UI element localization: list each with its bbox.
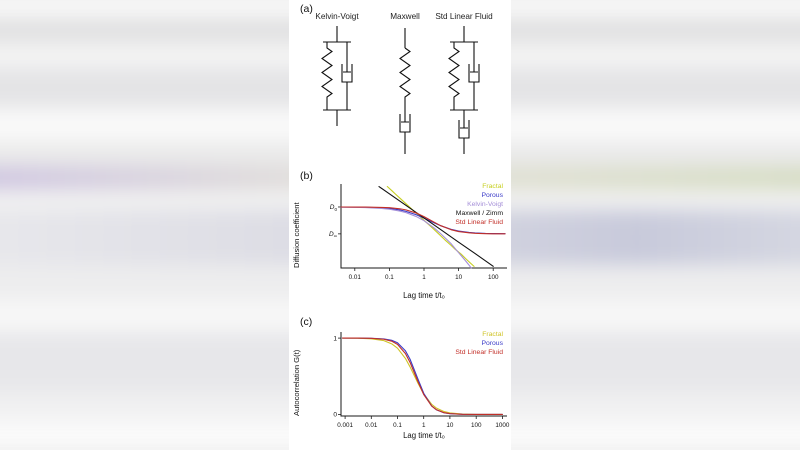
mechanical-models-diagram [321, 26, 480, 154]
model-label-kelvin-voigt: Kelvin-Voigt [315, 12, 359, 21]
chart-b-plot: 0.01 0.1 1 10 100 D0 D∞ [329, 184, 507, 281]
x-tick-label: 0.001 [337, 422, 353, 429]
dashpot-icon [399, 100, 411, 154]
legend-item-std-linear-fluid: Std Linear Fluid [455, 218, 503, 226]
x-tick-label: 10 [446, 422, 454, 429]
x-tick-label: 100 [488, 274, 499, 281]
panel-a-label: (a) [300, 3, 313, 15]
maxwell-diagram [399, 28, 411, 154]
spring-icon [448, 42, 460, 110]
legend-item-std-linear-fluid: Std Linear Fluid [455, 348, 503, 356]
chart-c-xlabel: Lag time t/t₀ [403, 431, 445, 440]
legend-item-porous: Porous [481, 339, 503, 347]
spring-icon [399, 47, 411, 100]
x-tick-label: 0.01 [365, 422, 378, 429]
series-line-maxwell-zimm [378, 185, 494, 267]
kelvin-voigt-diagram [321, 26, 353, 126]
x-tick-label: 0.01 [349, 274, 362, 281]
std-linear-fluid-diagram [448, 26, 480, 154]
x-tick-label: 0.1 [393, 422, 402, 429]
x-tick-label: 1 [422, 422, 426, 429]
dashpot-icon [468, 42, 480, 110]
spring-icon [321, 42, 333, 110]
dashpot-icon [341, 42, 353, 110]
legend-item-porous: Porous [481, 191, 503, 199]
axes-line [340, 332, 507, 417]
chart-b-ylabel: Diffusion coefficient [292, 202, 301, 268]
y-tick-label: D∞ [329, 231, 337, 239]
series-line-std-linear-fluid [340, 206, 506, 235]
legend-item-fractal: Fractal [482, 331, 503, 338]
panel-c-label: (c) [300, 316, 313, 328]
axes-line [340, 184, 507, 269]
panel-b-label: (b) [300, 170, 313, 182]
y-tick-label: 1 [333, 335, 337, 342]
model-label-maxwell: Maxwell [390, 12, 420, 21]
legend-item-kelvin-voigt: Kelvin-Voigt [467, 200, 503, 208]
y-tick-label: D0 [330, 204, 338, 212]
dashpot-icon [458, 110, 470, 154]
series-line-fractal [386, 185, 475, 267]
chart-c-legend: Fractal Porous Std Linear Fluid [393, 331, 503, 358]
x-tick-label: 1 [422, 274, 426, 281]
chart-c-ylabel: Autocorrelation G(t) [292, 349, 301, 417]
x-tick-label: 10 [455, 274, 463, 281]
x-tick-label: 0.1 [385, 274, 394, 281]
model-label-std-linear-fluid: Std Linear Fluid [435, 12, 493, 21]
legend-item-fractal: Fractal [482, 183, 503, 190]
series-line-kelvin-voigt [340, 206, 472, 269]
x-tick-label: 1000 [495, 422, 510, 429]
series-line-std-linear-fluid [341, 337, 503, 416]
x-tick-label: 100 [471, 422, 482, 429]
figure-panel: (a) Kelvin-Voigt Maxwell Std Linear Flui… [289, 0, 511, 450]
chart-b-xlabel: Lag time t/t₀ [403, 291, 445, 300]
legend-item-maxwell-zimm: Maxwell / Zimm [455, 209, 503, 217]
chart-b-legend: Fractal Porous Kelvin-Voigt Maxwell / Zi… [393, 183, 503, 228]
y-tick-label: 0 [333, 412, 337, 419]
